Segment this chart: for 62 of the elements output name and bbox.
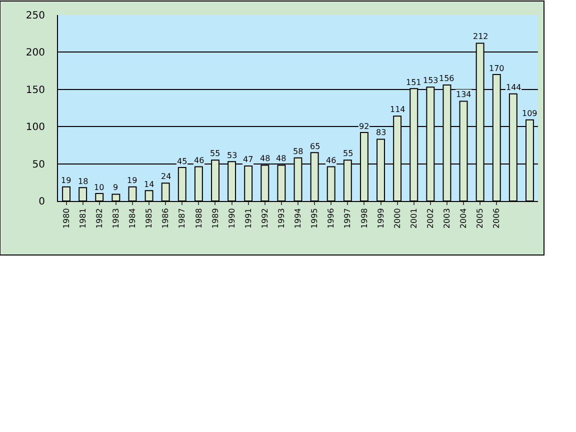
x-tick-label: 1988: [194, 208, 204, 229]
data-label: 83: [376, 128, 386, 137]
data-label: 10: [94, 183, 104, 192]
data-label: 109: [522, 109, 538, 118]
data-label: 19: [127, 176, 138, 185]
x-tick-label: 2003: [442, 208, 452, 229]
y-tick-label: 200: [26, 48, 45, 59]
data-label: 92: [359, 122, 370, 131]
x-tick-label: 1991: [244, 208, 253, 229]
x-tick-label: 2002: [426, 208, 436, 229]
x-tick-label: 1996: [326, 208, 336, 229]
y-tick-label: 250: [26, 10, 45, 22]
data-label: 144: [506, 83, 522, 92]
data-label: 48: [260, 154, 270, 163]
x-tick-label: 1997: [343, 208, 352, 229]
data-label: 19: [61, 176, 72, 185]
data-label: 14: [144, 180, 154, 189]
data-label: 134: [456, 90, 472, 99]
y-tick-label: 150: [26, 84, 45, 96]
x-tick-label: 1992: [260, 208, 270, 229]
data-label: 24: [161, 172, 172, 181]
data-label: 156: [439, 74, 454, 83]
data-label: 46: [194, 156, 204, 165]
x-tick-label: 1986: [161, 208, 170, 229]
data-label: 53: [227, 151, 238, 160]
x-tick-label: 1998: [360, 208, 369, 229]
data-label: 55: [210, 149, 220, 158]
x-tick-label: 1983: [112, 208, 121, 229]
x-tick-label: 1993: [277, 208, 286, 229]
y-tick-label: 100: [26, 122, 45, 134]
x-tick-label: 1982: [94, 208, 104, 229]
data-label: 65: [310, 142, 320, 151]
data-label: 170: [489, 64, 504, 73]
x-tick-label: 1989: [210, 208, 220, 229]
x-tick-label: 2001: [409, 208, 418, 229]
x-tick-label: 1987: [178, 208, 187, 229]
data-label: 114: [390, 105, 406, 114]
x-tick-label: 1990: [227, 208, 236, 229]
y-tick-label: 50: [32, 159, 45, 170]
data-label: 47: [243, 155, 254, 164]
x-tick-label: 2006: [492, 208, 502, 229]
x-tick-label: 1995: [310, 208, 320, 229]
x-tick-label: 1999: [376, 208, 386, 229]
x-tick-label: 2004: [459, 208, 468, 229]
x-tick-label: 1984: [128, 208, 138, 229]
data-label: 46: [326, 156, 336, 165]
x-tick-label: 1981: [78, 208, 88, 229]
data-label: 9: [113, 183, 118, 192]
x-tick-label: 1985: [144, 208, 154, 229]
data-label: 45: [177, 157, 188, 166]
x-tick-label: 2005: [476, 208, 485, 229]
x-tick-label: 1994: [294, 208, 303, 229]
data-label: 48: [276, 154, 286, 163]
x-tick-label: 2000: [392, 208, 402, 229]
data-label: 212: [473, 32, 488, 41]
y-tick-label: 0: [38, 196, 45, 208]
data-label: 151: [406, 78, 422, 87]
data-label: 55: [343, 149, 354, 158]
data-label: 18: [78, 177, 88, 186]
data-label: 58: [293, 147, 304, 156]
x-tick-label: 1980: [62, 208, 71, 229]
data-label: 153: [423, 76, 438, 85]
